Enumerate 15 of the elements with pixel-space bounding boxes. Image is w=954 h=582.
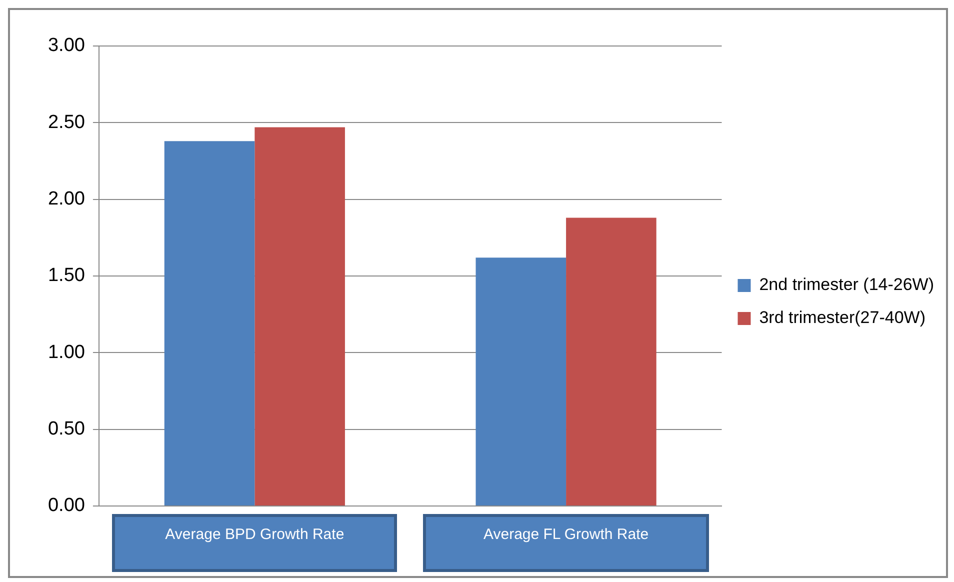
bar <box>254 127 345 506</box>
legend-label: 2nd trimester (14-26W) <box>759 275 934 294</box>
y-tick-label: 2.50 <box>48 112 85 133</box>
bar <box>566 218 656 506</box>
bar <box>476 258 566 506</box>
legend-label: 3rd trimester(27-40W) <box>759 308 926 328</box>
x-tick-label: Average FL Growth Rate <box>483 526 649 544</box>
y-tick-label: 0.50 <box>48 418 85 440</box>
bar <box>164 141 255 506</box>
x-tick-label: Average BPD Growth Rate <box>165 526 344 544</box>
y-tick-label: 1.00 <box>48 342 85 363</box>
y-tick-label: 2.00 <box>48 188 85 210</box>
y-tick-label: 0.00 <box>48 495 85 516</box>
y-tick-label: 3.00 <box>48 35 85 56</box>
y-tick-label: 1.50 <box>48 265 85 286</box>
